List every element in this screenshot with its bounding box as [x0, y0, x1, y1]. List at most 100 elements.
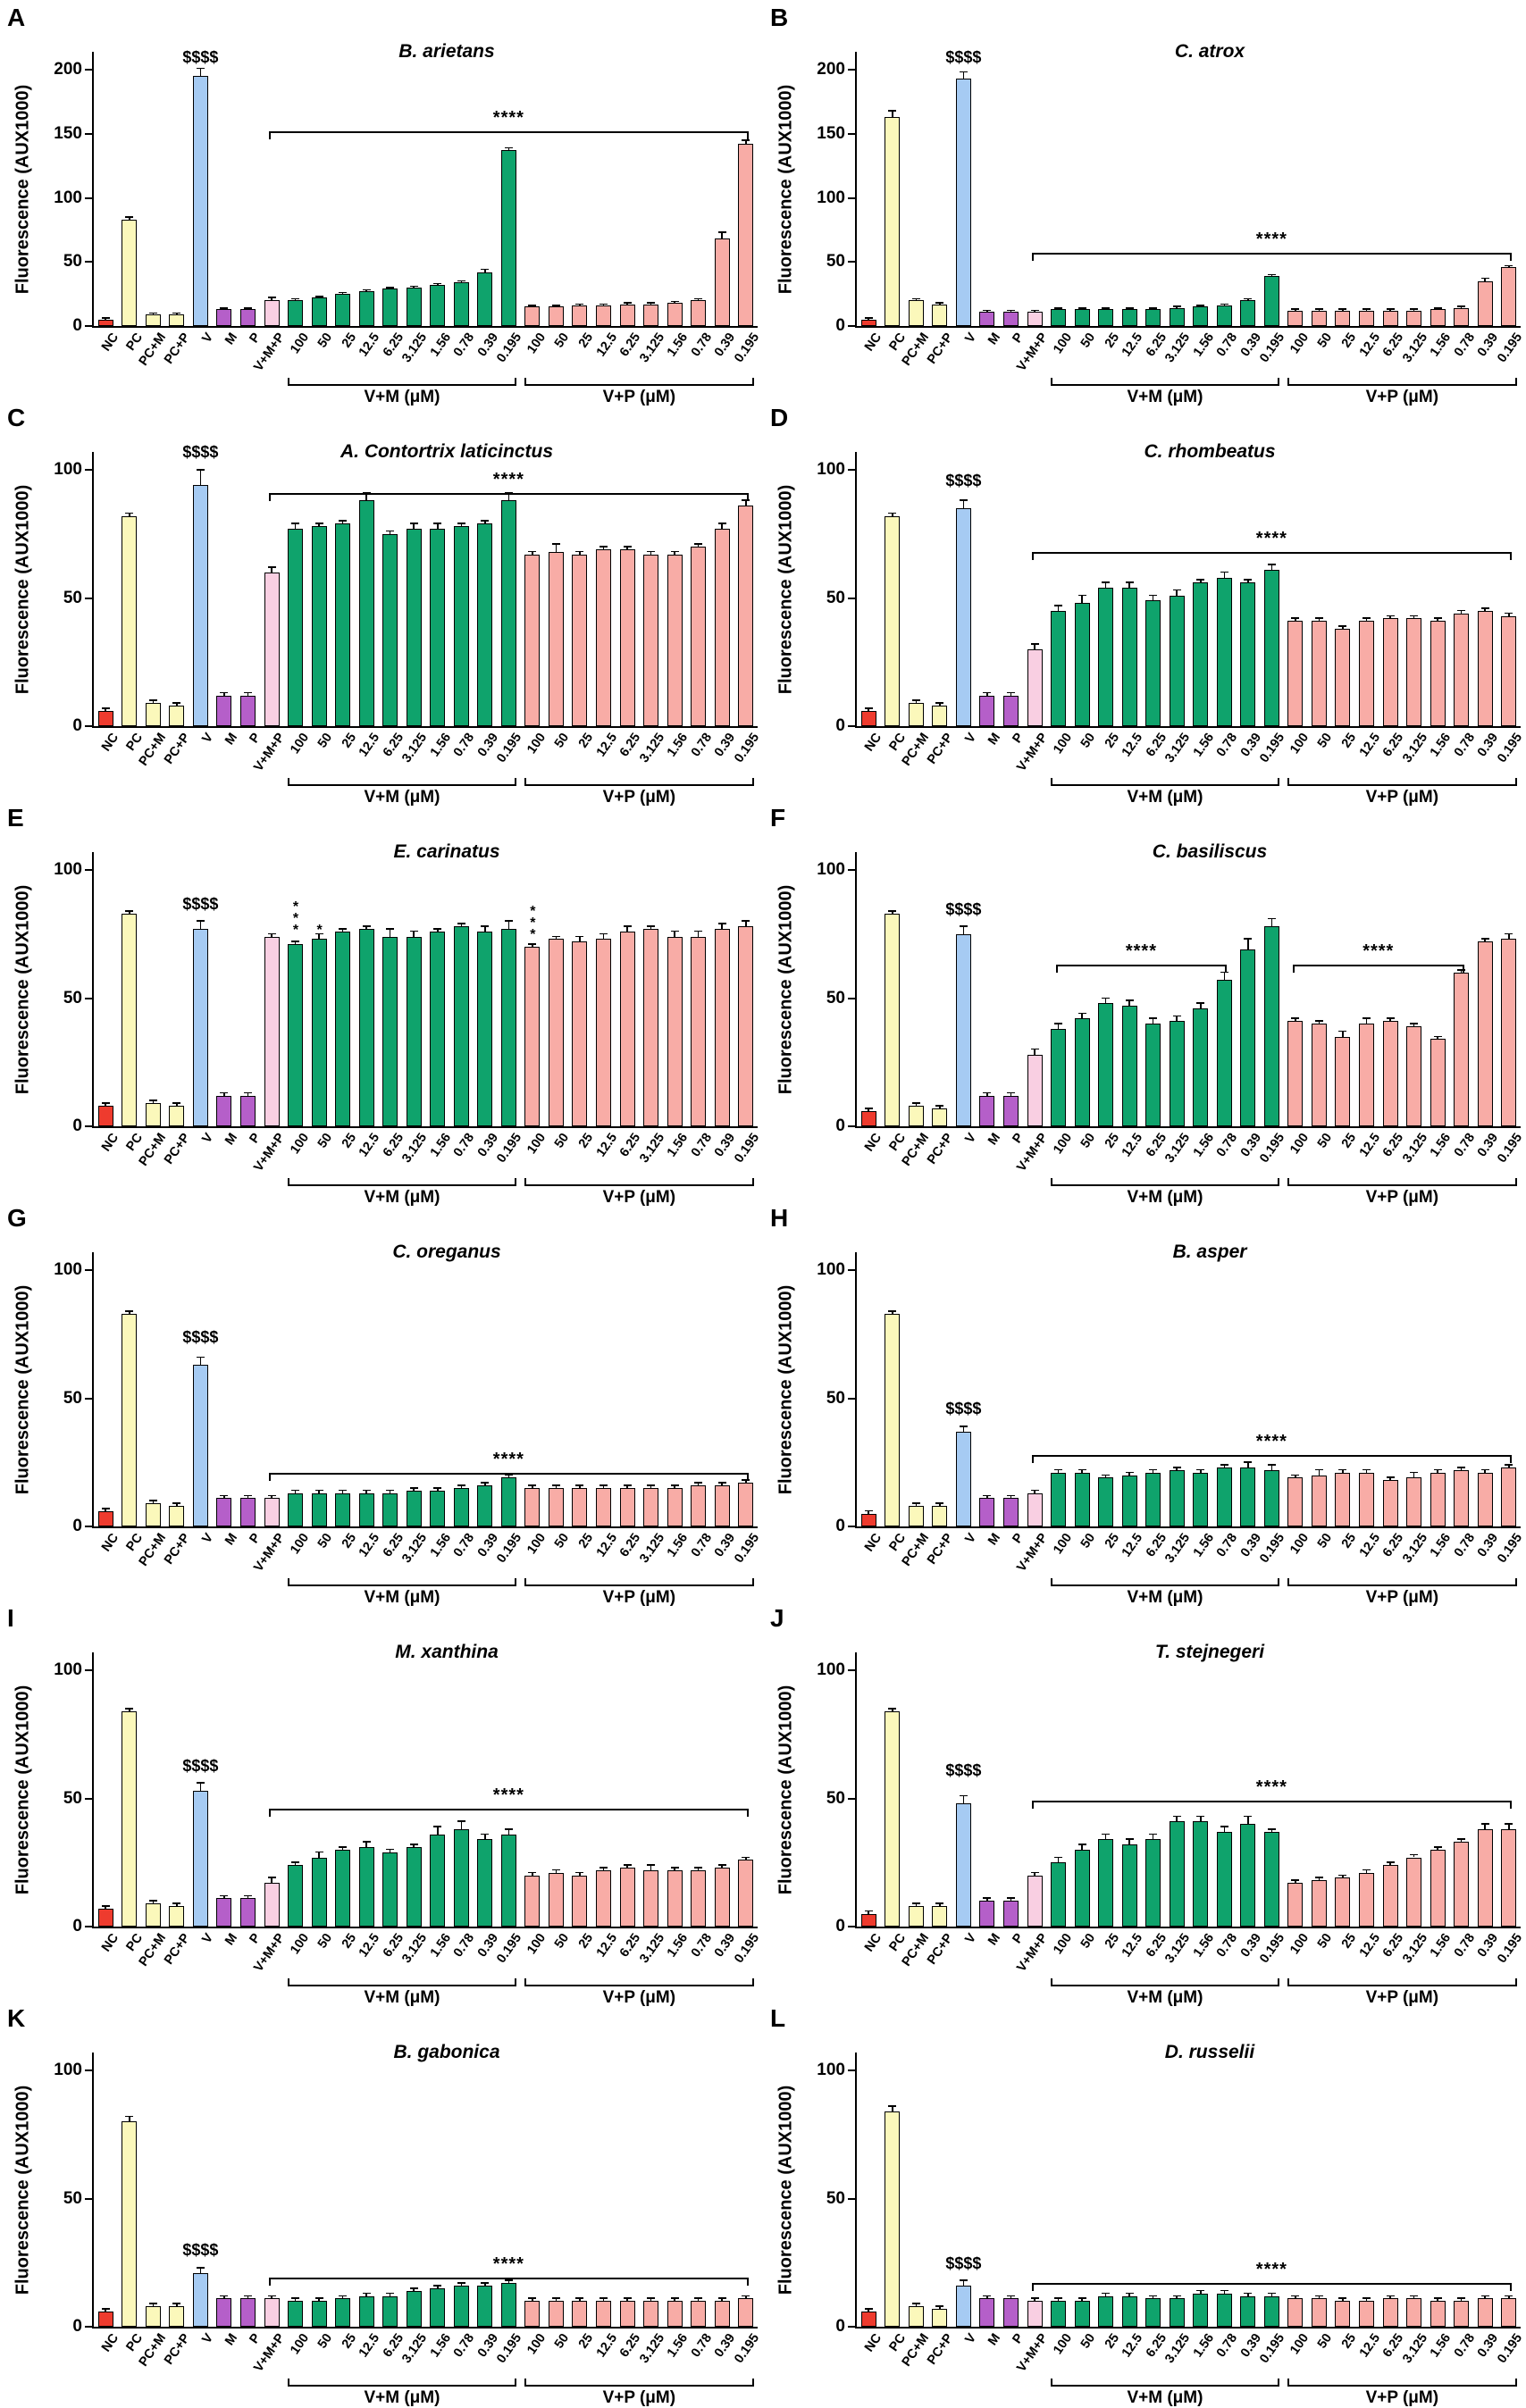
bar-3.125	[643, 1869, 659, 1927]
bar-1.56	[1430, 309, 1446, 326]
bar-0.195	[738, 506, 754, 726]
error-bar	[1389, 2295, 1391, 2299]
y-tick	[85, 261, 92, 263]
error-bar-cap	[670, 550, 679, 553]
error-bar-cap	[481, 2282, 490, 2284]
error-bar-cap	[1480, 1468, 1489, 1471]
bar-V+M+P	[264, 1883, 280, 1927]
error-bar	[555, 1485, 558, 1488]
bar-V	[192, 929, 208, 1126]
error-bar-cap	[125, 2115, 134, 2118]
error-bar	[1010, 1495, 1012, 1499]
bar-6.25	[1145, 2298, 1161, 2327]
error-bar	[650, 1865, 652, 1870]
bar-0.195	[1263, 2295, 1279, 2327]
bar-3.125	[643, 929, 659, 1126]
y-tick-label: 100	[54, 860, 82, 879]
error-bar-cap	[457, 1484, 465, 1486]
error-bar-cap	[148, 312, 157, 314]
error-bar-cap	[1244, 2292, 1253, 2295]
error-bar-cap	[1314, 2295, 1323, 2297]
error-bar-cap	[959, 499, 968, 502]
error-bar	[1104, 582, 1107, 588]
error-bar	[892, 910, 893, 914]
error-bar	[650, 926, 652, 929]
error-bar	[892, 513, 893, 516]
error-bar	[1342, 1031, 1344, 1037]
group-bracket-label: V+M (μM)	[364, 1988, 440, 2007]
star-annotation: *	[312, 922, 328, 934]
y-tick-label: 50	[826, 988, 845, 1008]
bar-25	[335, 523, 351, 726]
error-bar	[650, 551, 652, 555]
error-bar	[1437, 307, 1438, 310]
bar-PC+P	[169, 1106, 185, 1126]
error-bar-cap	[1244, 579, 1253, 581]
bar-PC+M	[908, 2306, 924, 2327]
error-bar-cap	[1338, 625, 1347, 627]
error-bar-cap	[1149, 2295, 1158, 2297]
significance-stars: ****	[1125, 941, 1157, 962]
error-bar	[579, 936, 581, 942]
bar-PC	[122, 219, 138, 326]
dollar-annotation: $$$$	[945, 48, 982, 67]
bar-0.195	[500, 1477, 516, 1526]
error-bar	[744, 500, 747, 506]
error-bar-cap	[1149, 1468, 1158, 1471]
bar-6.25	[382, 936, 398, 1126]
error-bar	[341, 521, 344, 524]
error-bar	[1484, 278, 1486, 281]
bar-PC+M	[908, 1506, 924, 1526]
bar-0.39	[714, 2301, 730, 2327]
error-bar	[271, 567, 272, 573]
bar-V	[955, 933, 971, 1126]
bar-0.195	[500, 500, 516, 726]
bar-M	[216, 695, 232, 726]
bar-100	[288, 944, 304, 1126]
error-bar	[1034, 644, 1036, 649]
error-bar-cap	[575, 935, 584, 938]
error-bar-cap	[1362, 1468, 1371, 1471]
error-bar	[1034, 2298, 1036, 2302]
bar-V+M+P	[1027, 1054, 1043, 1126]
error-bar	[105, 1906, 107, 1909]
error-bar-cap	[243, 691, 252, 694]
bar-25	[572, 1487, 588, 1526]
bar-0.78	[1216, 2293, 1232, 2327]
bar-P	[1002, 1095, 1019, 1126]
panel-title: A. Contortrix laticinctus	[340, 441, 554, 462]
y-tick	[848, 469, 855, 471]
bar-PC+P	[932, 1906, 948, 1927]
error-bar	[626, 2298, 628, 2302]
error-bar-cap	[125, 909, 134, 912]
dollar-annotation: $$$$	[945, 899, 982, 918]
error-bar	[1295, 2295, 1296, 2299]
error-bar	[318, 1490, 320, 1493]
error-bar-cap	[172, 2303, 181, 2304]
bar-0.195	[1263, 276, 1279, 326]
y-tick-label: 0	[835, 1116, 845, 1135]
x-axis-line	[92, 2327, 758, 2329]
error-bar	[986, 2295, 988, 2299]
bar-PC+M	[145, 703, 161, 726]
error-bar-cap	[551, 935, 560, 938]
error-bar-cap	[1125, 1471, 1134, 1474]
bar-1.56	[430, 529, 446, 726]
error-bar	[389, 2293, 391, 2296]
error-bar-cap	[1220, 303, 1228, 305]
bar-1.56	[1430, 1039, 1446, 1126]
error-bar	[105, 1508, 107, 1511]
bar-50	[1311, 1880, 1327, 1927]
bar-0.78	[1454, 1842, 1470, 1927]
bar-V+M+P	[264, 300, 280, 326]
bar-25	[335, 294, 351, 326]
y-tick	[85, 69, 92, 71]
group-bracket	[1050, 1578, 1280, 1586]
error-bar-cap	[717, 923, 726, 924]
panel-letter: E	[7, 804, 24, 832]
error-bar	[626, 926, 628, 932]
bar-12.5	[1359, 1872, 1375, 1927]
panel-J: J Fluorescence (AUX1000) T. stejnegeri 0 50 1…	[763, 1601, 1526, 2007]
group-bracket-label: V+M (μM)	[1127, 2388, 1203, 2407]
error-bar	[721, 523, 723, 529]
